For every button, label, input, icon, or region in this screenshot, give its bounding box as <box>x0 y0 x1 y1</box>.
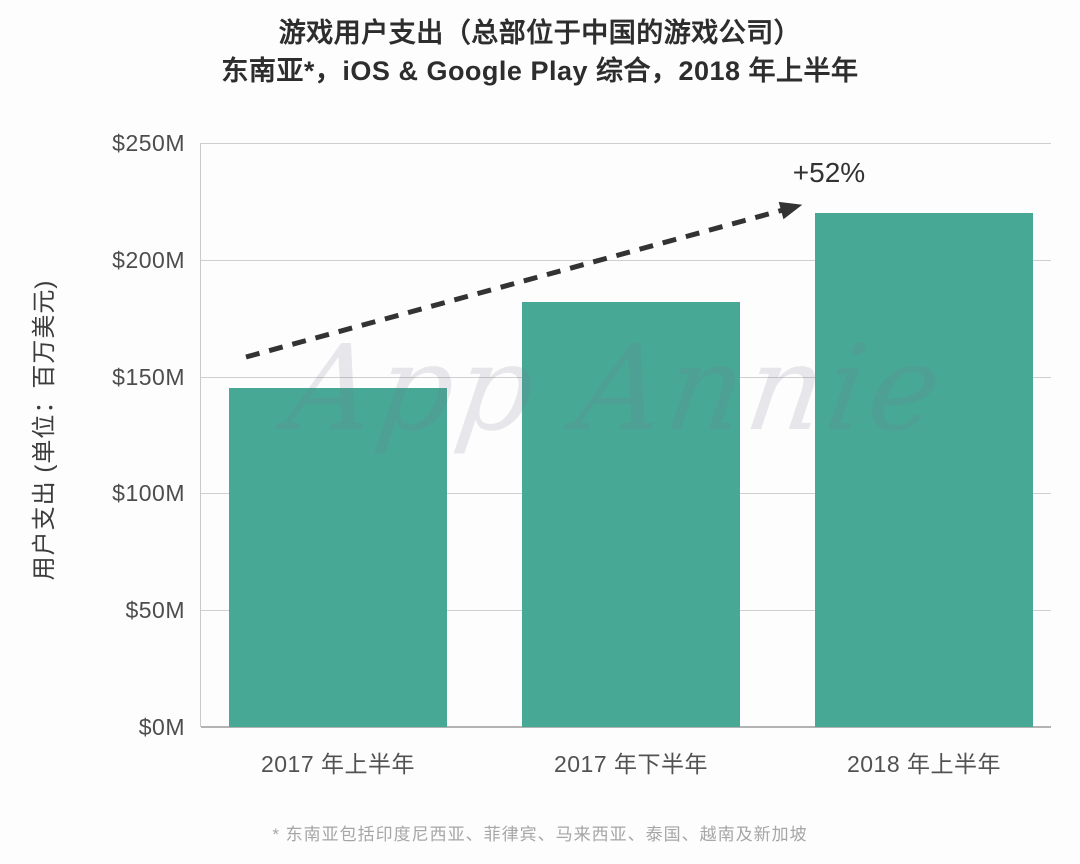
y-tick-label-0M: $0M <box>138 714 185 740</box>
chart-title: 游戏用户支出（总部位于中国的游戏公司） <box>278 18 802 48</box>
y-tick-label-250M: $250M <box>112 130 185 156</box>
x-axis-label-1: 2017 年下半年 <box>553 751 709 777</box>
gridline-250M <box>201 143 1051 144</box>
y-tick-label-150M: $150M <box>112 363 185 390</box>
footnote: * 东南亚包括印度尼西亚、菲律宾、马来西亚、泰国、越南及新加坡 <box>272 825 808 844</box>
bar-2017 年下半年 <box>522 301 740 727</box>
x-axis-label-2: 2018 年上半年 <box>846 751 1002 777</box>
plot-area: App Annie +52% $0M$50M$100M$150M$200M$25… <box>112 130 1051 777</box>
bar-2017 年上半年 <box>229 388 447 727</box>
growth-annotation: +52% <box>792 157 866 188</box>
x-axis-label-0: 2017 年上半年 <box>260 751 416 777</box>
chart-header: 游戏用户支出（总部位于中国的游戏公司） 东南亚*，iOS & Google Pl… <box>0 14 1080 90</box>
chart-subtitle: 东南亚*，iOS & Google Play 综合，2018 年上半年 <box>221 56 859 86</box>
y-axis-title: 用户支出 (单位：百万美元) <box>31 279 58 581</box>
y-tick-label-100M: $100M <box>112 480 185 507</box>
y-tick-label-50M: $50M <box>125 597 185 624</box>
bar-2018 年上半年 <box>815 213 1033 727</box>
y-tick-label-200M: $200M <box>112 246 185 273</box>
gridline-0M <box>201 726 1051 728</box>
growth-arrow <box>245 201 803 360</box>
gridline-200M <box>201 259 1051 261</box>
